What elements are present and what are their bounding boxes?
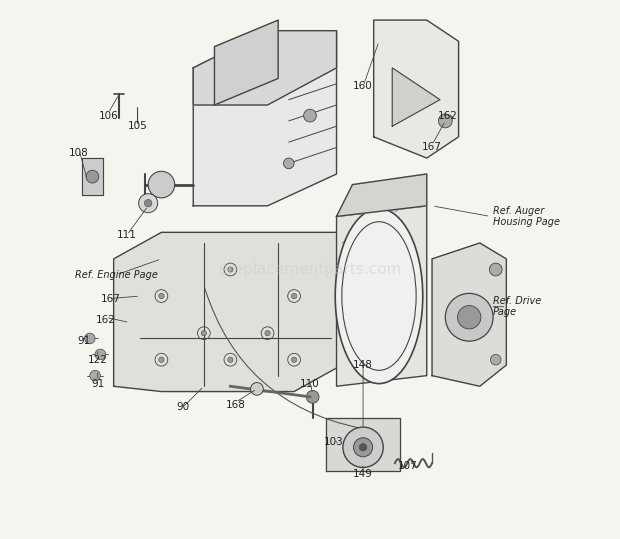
Polygon shape [432, 243, 507, 386]
Text: 168: 168 [226, 400, 246, 410]
Text: 148: 148 [353, 360, 373, 370]
Polygon shape [337, 174, 427, 217]
Text: 91: 91 [78, 336, 91, 346]
Circle shape [241, 57, 252, 68]
Circle shape [458, 306, 481, 329]
Circle shape [90, 370, 100, 381]
Text: 167: 167 [101, 294, 121, 303]
Circle shape [86, 170, 99, 183]
Circle shape [159, 357, 164, 362]
Circle shape [265, 330, 270, 336]
Circle shape [139, 194, 157, 213]
Text: Ref. Drive
Page: Ref. Drive Page [493, 296, 541, 317]
Circle shape [306, 390, 319, 403]
Circle shape [438, 114, 452, 128]
Circle shape [283, 158, 294, 169]
Polygon shape [374, 20, 459, 158]
Text: 110: 110 [300, 378, 320, 389]
Polygon shape [82, 158, 103, 195]
Text: ereplacementparts.com: ereplacementparts.com [218, 262, 402, 277]
Circle shape [291, 357, 297, 362]
Circle shape [84, 333, 95, 344]
Circle shape [353, 438, 373, 457]
Polygon shape [392, 68, 440, 126]
Circle shape [291, 293, 297, 299]
Circle shape [148, 171, 175, 198]
Circle shape [489, 263, 502, 276]
Text: 162: 162 [95, 315, 116, 325]
Text: 91: 91 [91, 378, 104, 389]
Text: 167: 167 [422, 142, 442, 153]
Text: 111: 111 [117, 230, 137, 240]
Circle shape [234, 51, 258, 74]
Text: 103: 103 [324, 437, 343, 447]
Text: Ref. Auger
Housing Page: Ref. Auger Housing Page [493, 206, 560, 227]
Text: 108: 108 [69, 148, 89, 158]
Circle shape [228, 267, 233, 272]
Circle shape [144, 199, 152, 207]
Circle shape [95, 349, 105, 360]
Polygon shape [193, 31, 337, 105]
Circle shape [360, 444, 367, 451]
Text: 105: 105 [128, 121, 148, 131]
Circle shape [490, 355, 501, 365]
Text: 160: 160 [353, 81, 373, 92]
Circle shape [445, 293, 493, 341]
Circle shape [250, 383, 264, 395]
Text: 149: 149 [353, 469, 373, 479]
Text: 122: 122 [88, 355, 108, 365]
Text: 107: 107 [398, 461, 418, 471]
Circle shape [228, 357, 233, 362]
Ellipse shape [335, 209, 423, 384]
Polygon shape [215, 20, 278, 105]
Circle shape [202, 330, 206, 336]
Polygon shape [326, 418, 401, 471]
Polygon shape [193, 31, 337, 206]
Circle shape [343, 427, 383, 467]
Polygon shape [337, 206, 427, 386]
Circle shape [159, 293, 164, 299]
Polygon shape [113, 232, 342, 391]
Circle shape [304, 109, 316, 122]
Text: 162: 162 [438, 110, 458, 121]
Text: 90: 90 [176, 403, 189, 412]
Text: 106: 106 [99, 110, 118, 121]
Text: Ref. Engine Page: Ref. Engine Page [76, 270, 158, 280]
